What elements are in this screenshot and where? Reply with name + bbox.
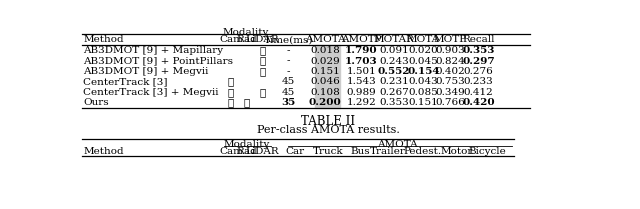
Text: Pedest.: Pedest. [403,147,442,156]
Text: Motor.: Motor. [440,147,475,156]
Bar [315,45,340,108]
Text: 0.267: 0.267 [379,88,409,97]
Text: 0.353: 0.353 [379,98,409,107]
Text: Bus: Bus [351,147,371,156]
Text: 1.501: 1.501 [346,67,376,76]
Text: -: - [287,57,290,66]
Text: LiDAR: LiDAR [245,147,279,156]
Text: 0.151: 0.151 [408,98,438,107]
Text: ✓: ✓ [228,88,234,97]
Text: 0.402: 0.402 [436,67,465,76]
Text: 0.154: 0.154 [407,67,440,76]
Text: 0.766: 0.766 [436,98,465,107]
Text: AB3DMOT [9] + Megvii: AB3DMOT [9] + Megvii [83,67,209,76]
Text: 0.085: 0.085 [408,88,438,97]
Text: 0.029: 0.029 [310,57,340,66]
Text: ✓: ✓ [228,77,234,86]
Text: ✓: ✓ [259,46,265,55]
Text: Cam: Cam [219,147,243,156]
Text: 0.200: 0.200 [308,98,341,107]
Text: ✓: ✓ [259,88,265,97]
Text: 0.045: 0.045 [408,57,438,66]
Text: 35: 35 [282,98,296,107]
Text: Modality: Modality [224,140,270,149]
Text: Rad: Rad [236,147,257,156]
Text: 0.108: 0.108 [310,88,340,97]
Text: 0.412: 0.412 [463,88,493,97]
Text: ✓: ✓ [259,57,265,66]
Text: Method: Method [83,35,124,44]
Text: AMOTA: AMOTA [377,140,417,149]
Text: ✓: ✓ [228,98,234,107]
Text: 0.753: 0.753 [436,77,465,86]
Text: 0.233: 0.233 [463,77,493,86]
Text: AB3DMOT [9] + PointPillars: AB3DMOT [9] + PointPillars [83,57,233,66]
Text: 0.020: 0.020 [408,46,438,55]
Text: TABLE II: TABLE II [301,115,355,128]
Text: 45: 45 [282,77,295,86]
Text: 0.043: 0.043 [408,77,438,86]
Text: Rad: Rad [236,35,257,44]
Text: ✓: ✓ [259,67,265,76]
Text: 0.091: 0.091 [379,46,409,55]
Text: Cam: Cam [219,35,243,44]
Text: Trailer: Trailer [370,147,406,156]
Text: CenterTrack [3]: CenterTrack [3] [83,77,168,86]
Text: 0.046: 0.046 [310,77,340,86]
Text: 0.349: 0.349 [436,88,465,97]
Text: 1.292: 1.292 [346,98,376,107]
Text: 0.151: 0.151 [310,67,340,76]
Text: 0.552: 0.552 [378,67,410,76]
Text: 0.353: 0.353 [462,46,495,55]
Text: Method: Method [83,147,124,156]
Text: Truck: Truck [313,147,343,156]
Text: 0.989: 0.989 [346,88,376,97]
Text: Bicycle: Bicycle [468,147,506,156]
Text: 1.790: 1.790 [345,46,378,55]
Text: Per-class AMOTA results.: Per-class AMOTA results. [257,125,399,135]
Text: Car: Car [285,147,304,156]
Text: LiDAR: LiDAR [245,35,279,44]
Text: 0.903: 0.903 [436,46,465,55]
Text: -: - [287,67,290,76]
Text: 0.824: 0.824 [436,57,465,66]
Text: 1.543: 1.543 [346,77,376,86]
Text: Time(ms): Time(ms) [264,35,313,44]
Text: MOTP: MOTP [434,35,467,44]
Text: AB3DMOT [9] + Mapillary: AB3DMOT [9] + Mapillary [83,46,223,55]
Text: 0.297: 0.297 [462,57,495,66]
Text: 0.420: 0.420 [462,98,495,107]
Text: ✓: ✓ [243,98,250,107]
Text: 0.231: 0.231 [379,77,409,86]
Text: 1.703: 1.703 [345,57,378,66]
Text: 0.243: 0.243 [379,57,409,66]
Text: Modality: Modality [223,28,269,37]
Text: 0.018: 0.018 [310,46,340,55]
Text: Recall: Recall [462,35,495,44]
Text: AMOTA: AMOTA [305,35,345,44]
Text: AMOTP: AMOTP [341,35,381,44]
Text: Ours: Ours [83,98,109,107]
Text: 0.276: 0.276 [463,67,493,76]
Text: 45: 45 [282,88,295,97]
Text: MOTA: MOTA [407,35,440,44]
Text: MOTAR: MOTAR [373,35,414,44]
Text: CenterTrack [3] + Megvii: CenterTrack [3] + Megvii [83,88,219,97]
Text: -: - [287,46,290,55]
